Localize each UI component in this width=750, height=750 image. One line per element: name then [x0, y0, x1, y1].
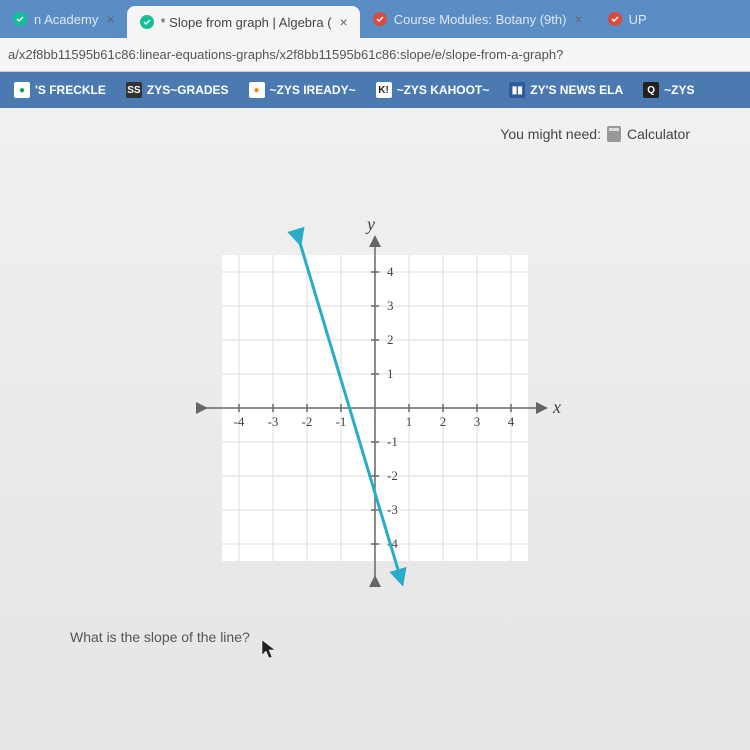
browser-tab[interactable]: * Slope from graph | Algebra ( ×	[127, 6, 360, 38]
x-tick-label: 4	[508, 414, 515, 429]
close-icon[interactable]: ×	[574, 11, 582, 27]
x-tick-label: 3	[474, 414, 481, 429]
y-tick-label: -3	[387, 502, 398, 517]
y-tick-label: 1	[387, 366, 394, 381]
bookmark-label: ZYS~GRADES	[147, 83, 229, 97]
bookmark-favicon-icon: ●	[14, 82, 30, 98]
bookmark-item[interactable]: K! ~ZYS KAHOOT~	[366, 82, 500, 98]
calculator-icon[interactable]	[607, 126, 621, 142]
x-tick-label: -3	[268, 414, 279, 429]
tab-label: Course Modules: Botany (9th)	[394, 12, 567, 27]
bookmark-favicon-icon: ▮▮	[509, 82, 525, 98]
bookmark-label: 'S FRECKLE	[35, 83, 106, 97]
bookmark-item[interactable]: ▮▮ ZY'S NEWS ELA	[499, 82, 633, 98]
bookmark-favicon-icon: ●	[249, 82, 265, 98]
hint-tool[interactable]: Calculator	[627, 126, 690, 142]
bookmark-favicon-icon: SS	[126, 82, 142, 98]
bookmark-label: ~ZYS IREADY~	[270, 83, 356, 97]
x-tick-label: 1	[406, 414, 413, 429]
x-tick-label: 2	[440, 414, 447, 429]
tab-favicon-icon	[139, 14, 155, 30]
x-axis-label: x	[552, 397, 561, 417]
coordinate-graph: -4-3-2-11234-4-3-2-11234xy	[175, 208, 575, 608]
x-tick-label: -2	[302, 414, 313, 429]
mouse-cursor-icon	[260, 638, 278, 660]
browser-tab[interactable]: Course Modules: Botany (9th) ×	[360, 3, 595, 35]
bookmark-item[interactable]: ● ~ZYS IREADY~	[239, 82, 366, 98]
tab-favicon-icon	[607, 11, 623, 27]
y-axis-label: y	[365, 214, 375, 234]
x-tick-label: -4	[234, 414, 245, 429]
bookmark-label: ZY'S NEWS ELA	[530, 83, 623, 97]
browser-tab[interactable]: n Academy ×	[0, 3, 127, 35]
hint-label: You might need:	[500, 126, 601, 142]
y-tick-label: 3	[387, 298, 394, 313]
x-tick-label: -1	[336, 414, 347, 429]
bookmark-favicon-icon: K!	[376, 82, 392, 98]
y-tick-label: -1	[387, 434, 398, 449]
url-text: a/x2f8bb11595b61c86:linear-equations-gra…	[8, 47, 563, 62]
tab-favicon-icon	[12, 11, 28, 27]
close-icon[interactable]: ×	[106, 11, 114, 27]
y-tick-label: 2	[387, 332, 394, 347]
page-content: You might need: Calculator -4 -3 -2 -1 1 2 3 4 -…	[0, 108, 750, 750]
bookmarks-bar: ● 'S FRECKLE SS ZYS~GRADES ● ~ZYS IREADY~ K! ~Z…	[0, 72, 750, 108]
hint-row: You might need: Calculator	[500, 126, 690, 142]
tab-label: UP	[629, 12, 647, 27]
bookmark-label: ~ZYS KAHOOT~	[397, 83, 490, 97]
bookmark-favicon-icon: Q	[643, 82, 659, 98]
tab-label: n Academy	[34, 12, 98, 27]
bookmark-item[interactable]: Q ~ZYS	[633, 82, 704, 98]
bookmark-label: ~ZYS	[664, 83, 694, 97]
browser-tab[interactable]: UP	[595, 3, 659, 35]
y-tick-label: 4	[387, 264, 394, 279]
y-tick-label: -2	[387, 468, 398, 483]
tab-label: * Slope from graph | Algebra (	[161, 15, 332, 30]
bookmark-item[interactable]: SS ZYS~GRADES	[116, 82, 239, 98]
browser-tabs: n Academy×* Slope from graph | Algebra (…	[0, 0, 750, 38]
tab-favicon-icon	[372, 11, 388, 27]
close-icon[interactable]: ×	[340, 14, 348, 30]
bookmark-item[interactable]: ● 'S FRECKLE	[4, 82, 116, 98]
url-bar[interactable]: a/x2f8bb11595b61c86:linear-equations-gra…	[0, 38, 750, 72]
question-text: What is the slope of the line?	[40, 629, 710, 645]
graph-container: -4-3-2-11234-4-3-2-11234xy	[175, 208, 575, 613]
